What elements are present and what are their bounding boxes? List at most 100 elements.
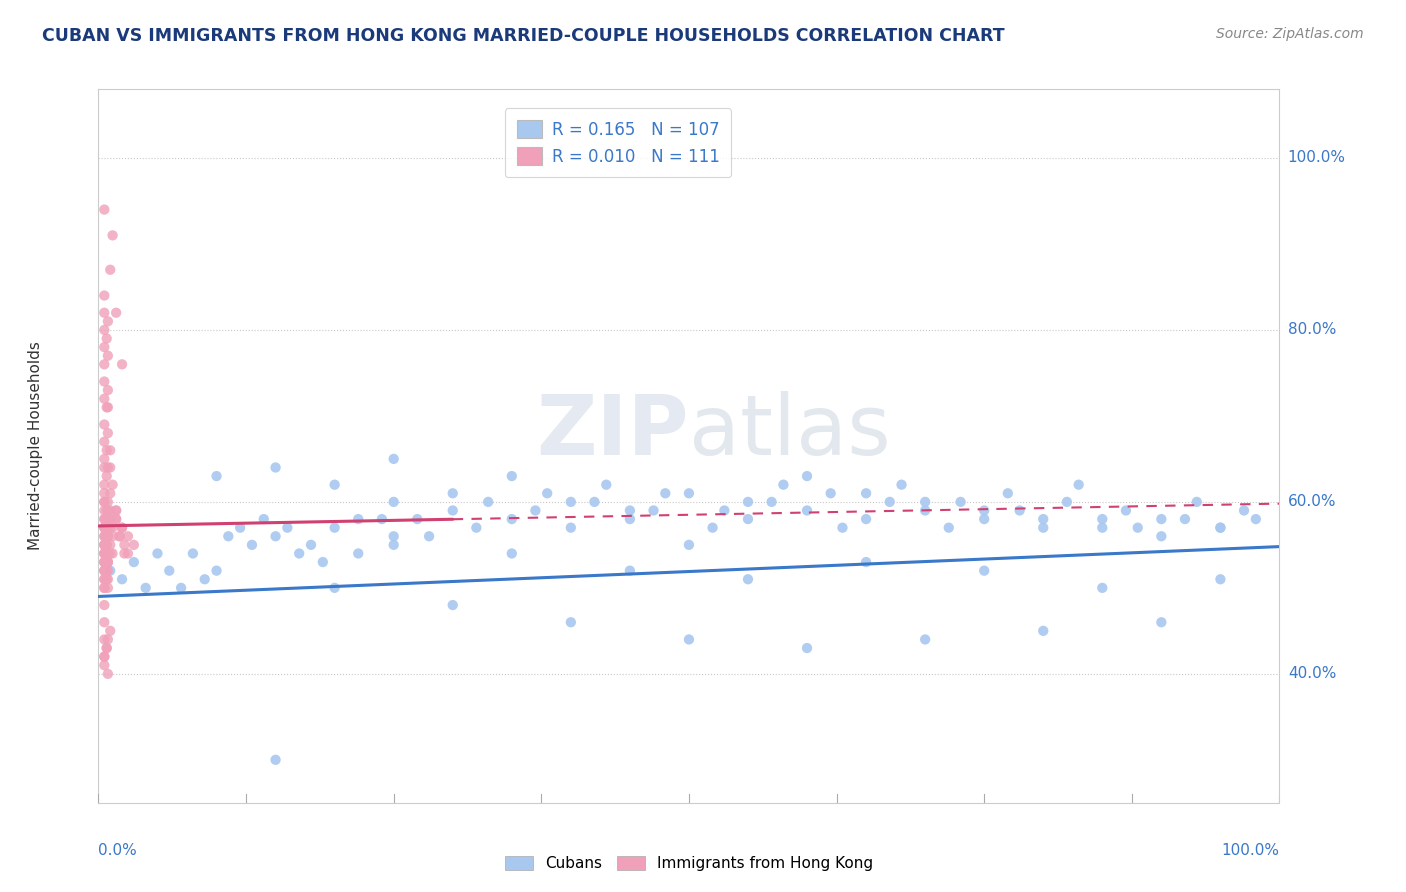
Point bbox=[96, 572, 118, 586]
Point bbox=[93, 538, 115, 552]
Point bbox=[93, 538, 115, 552]
Text: 40.0%: 40.0% bbox=[1288, 666, 1336, 681]
Point bbox=[97, 383, 120, 397]
Point bbox=[93, 434, 115, 449]
Point bbox=[382, 529, 405, 543]
Point bbox=[1091, 581, 1114, 595]
Point bbox=[93, 581, 115, 595]
Point bbox=[105, 512, 128, 526]
Point bbox=[914, 503, 936, 517]
Point bbox=[855, 512, 877, 526]
Point bbox=[441, 486, 464, 500]
Point bbox=[796, 641, 818, 656]
Point bbox=[772, 477, 794, 491]
Point bbox=[205, 469, 228, 483]
Point bbox=[96, 641, 118, 656]
Point bbox=[441, 503, 464, 517]
Point bbox=[97, 495, 120, 509]
Point bbox=[98, 503, 121, 517]
Point bbox=[890, 477, 912, 491]
Point bbox=[855, 555, 877, 569]
Point bbox=[97, 401, 120, 415]
Text: CUBAN VS IMMIGRANTS FROM HONG KONG MARRIED-COUPLE HOUSEHOLDS CORRELATION CHART: CUBAN VS IMMIGRANTS FROM HONG KONG MARRI… bbox=[42, 27, 1005, 45]
Point bbox=[93, 546, 115, 560]
Point bbox=[1150, 529, 1173, 543]
Point bbox=[93, 555, 115, 569]
Point bbox=[382, 538, 405, 552]
Text: Source: ZipAtlas.com: Source: ZipAtlas.com bbox=[1216, 27, 1364, 41]
Point bbox=[796, 503, 818, 517]
Point bbox=[643, 503, 665, 517]
Point bbox=[97, 564, 120, 578]
Point bbox=[97, 581, 120, 595]
Point bbox=[205, 564, 228, 578]
Point bbox=[820, 486, 842, 500]
Text: 60.0%: 60.0% bbox=[1288, 494, 1336, 509]
Point bbox=[93, 375, 115, 389]
Point bbox=[312, 555, 335, 569]
Point bbox=[117, 546, 139, 560]
Point bbox=[1244, 512, 1267, 526]
Point bbox=[524, 503, 547, 517]
Point bbox=[97, 529, 120, 543]
Point bbox=[914, 495, 936, 509]
Point bbox=[288, 546, 311, 560]
Point bbox=[98, 546, 121, 560]
Point bbox=[1032, 521, 1054, 535]
Point bbox=[678, 538, 700, 552]
Point bbox=[1209, 572, 1232, 586]
Point bbox=[93, 555, 115, 569]
Point bbox=[93, 477, 115, 491]
Point bbox=[93, 649, 115, 664]
Point bbox=[101, 529, 124, 543]
Point bbox=[112, 546, 135, 560]
Point bbox=[501, 512, 523, 526]
Point bbox=[96, 401, 118, 415]
Point bbox=[1067, 477, 1090, 491]
Point bbox=[98, 262, 121, 277]
Point bbox=[93, 202, 115, 217]
Point bbox=[619, 503, 641, 517]
Point bbox=[595, 477, 617, 491]
Point bbox=[122, 555, 145, 569]
Point bbox=[96, 555, 118, 569]
Point bbox=[97, 512, 120, 526]
Point bbox=[855, 486, 877, 500]
Point bbox=[217, 529, 239, 543]
Point bbox=[93, 572, 115, 586]
Point bbox=[93, 598, 115, 612]
Point bbox=[93, 451, 115, 466]
Point bbox=[1115, 503, 1137, 517]
Point bbox=[96, 641, 118, 656]
Point bbox=[418, 529, 440, 543]
Point bbox=[713, 503, 735, 517]
Point bbox=[93, 323, 115, 337]
Point bbox=[371, 512, 394, 526]
Point bbox=[560, 615, 582, 630]
Point bbox=[108, 529, 131, 543]
Point bbox=[96, 538, 118, 552]
Point bbox=[1056, 495, 1078, 509]
Point bbox=[583, 495, 606, 509]
Point bbox=[997, 486, 1019, 500]
Point bbox=[973, 512, 995, 526]
Point bbox=[1233, 503, 1256, 517]
Point bbox=[323, 477, 346, 491]
Point bbox=[93, 546, 115, 560]
Point bbox=[93, 564, 115, 578]
Point bbox=[97, 529, 120, 543]
Point bbox=[737, 512, 759, 526]
Point bbox=[105, 512, 128, 526]
Point bbox=[276, 521, 298, 535]
Point bbox=[98, 486, 121, 500]
Point bbox=[949, 495, 972, 509]
Point bbox=[406, 512, 429, 526]
Text: 80.0%: 80.0% bbox=[1288, 322, 1336, 337]
Point bbox=[98, 521, 121, 535]
Point bbox=[737, 495, 759, 509]
Point bbox=[501, 546, 523, 560]
Point bbox=[93, 521, 115, 535]
Point bbox=[93, 572, 115, 586]
Point bbox=[97, 572, 120, 586]
Text: atlas: atlas bbox=[689, 392, 890, 472]
